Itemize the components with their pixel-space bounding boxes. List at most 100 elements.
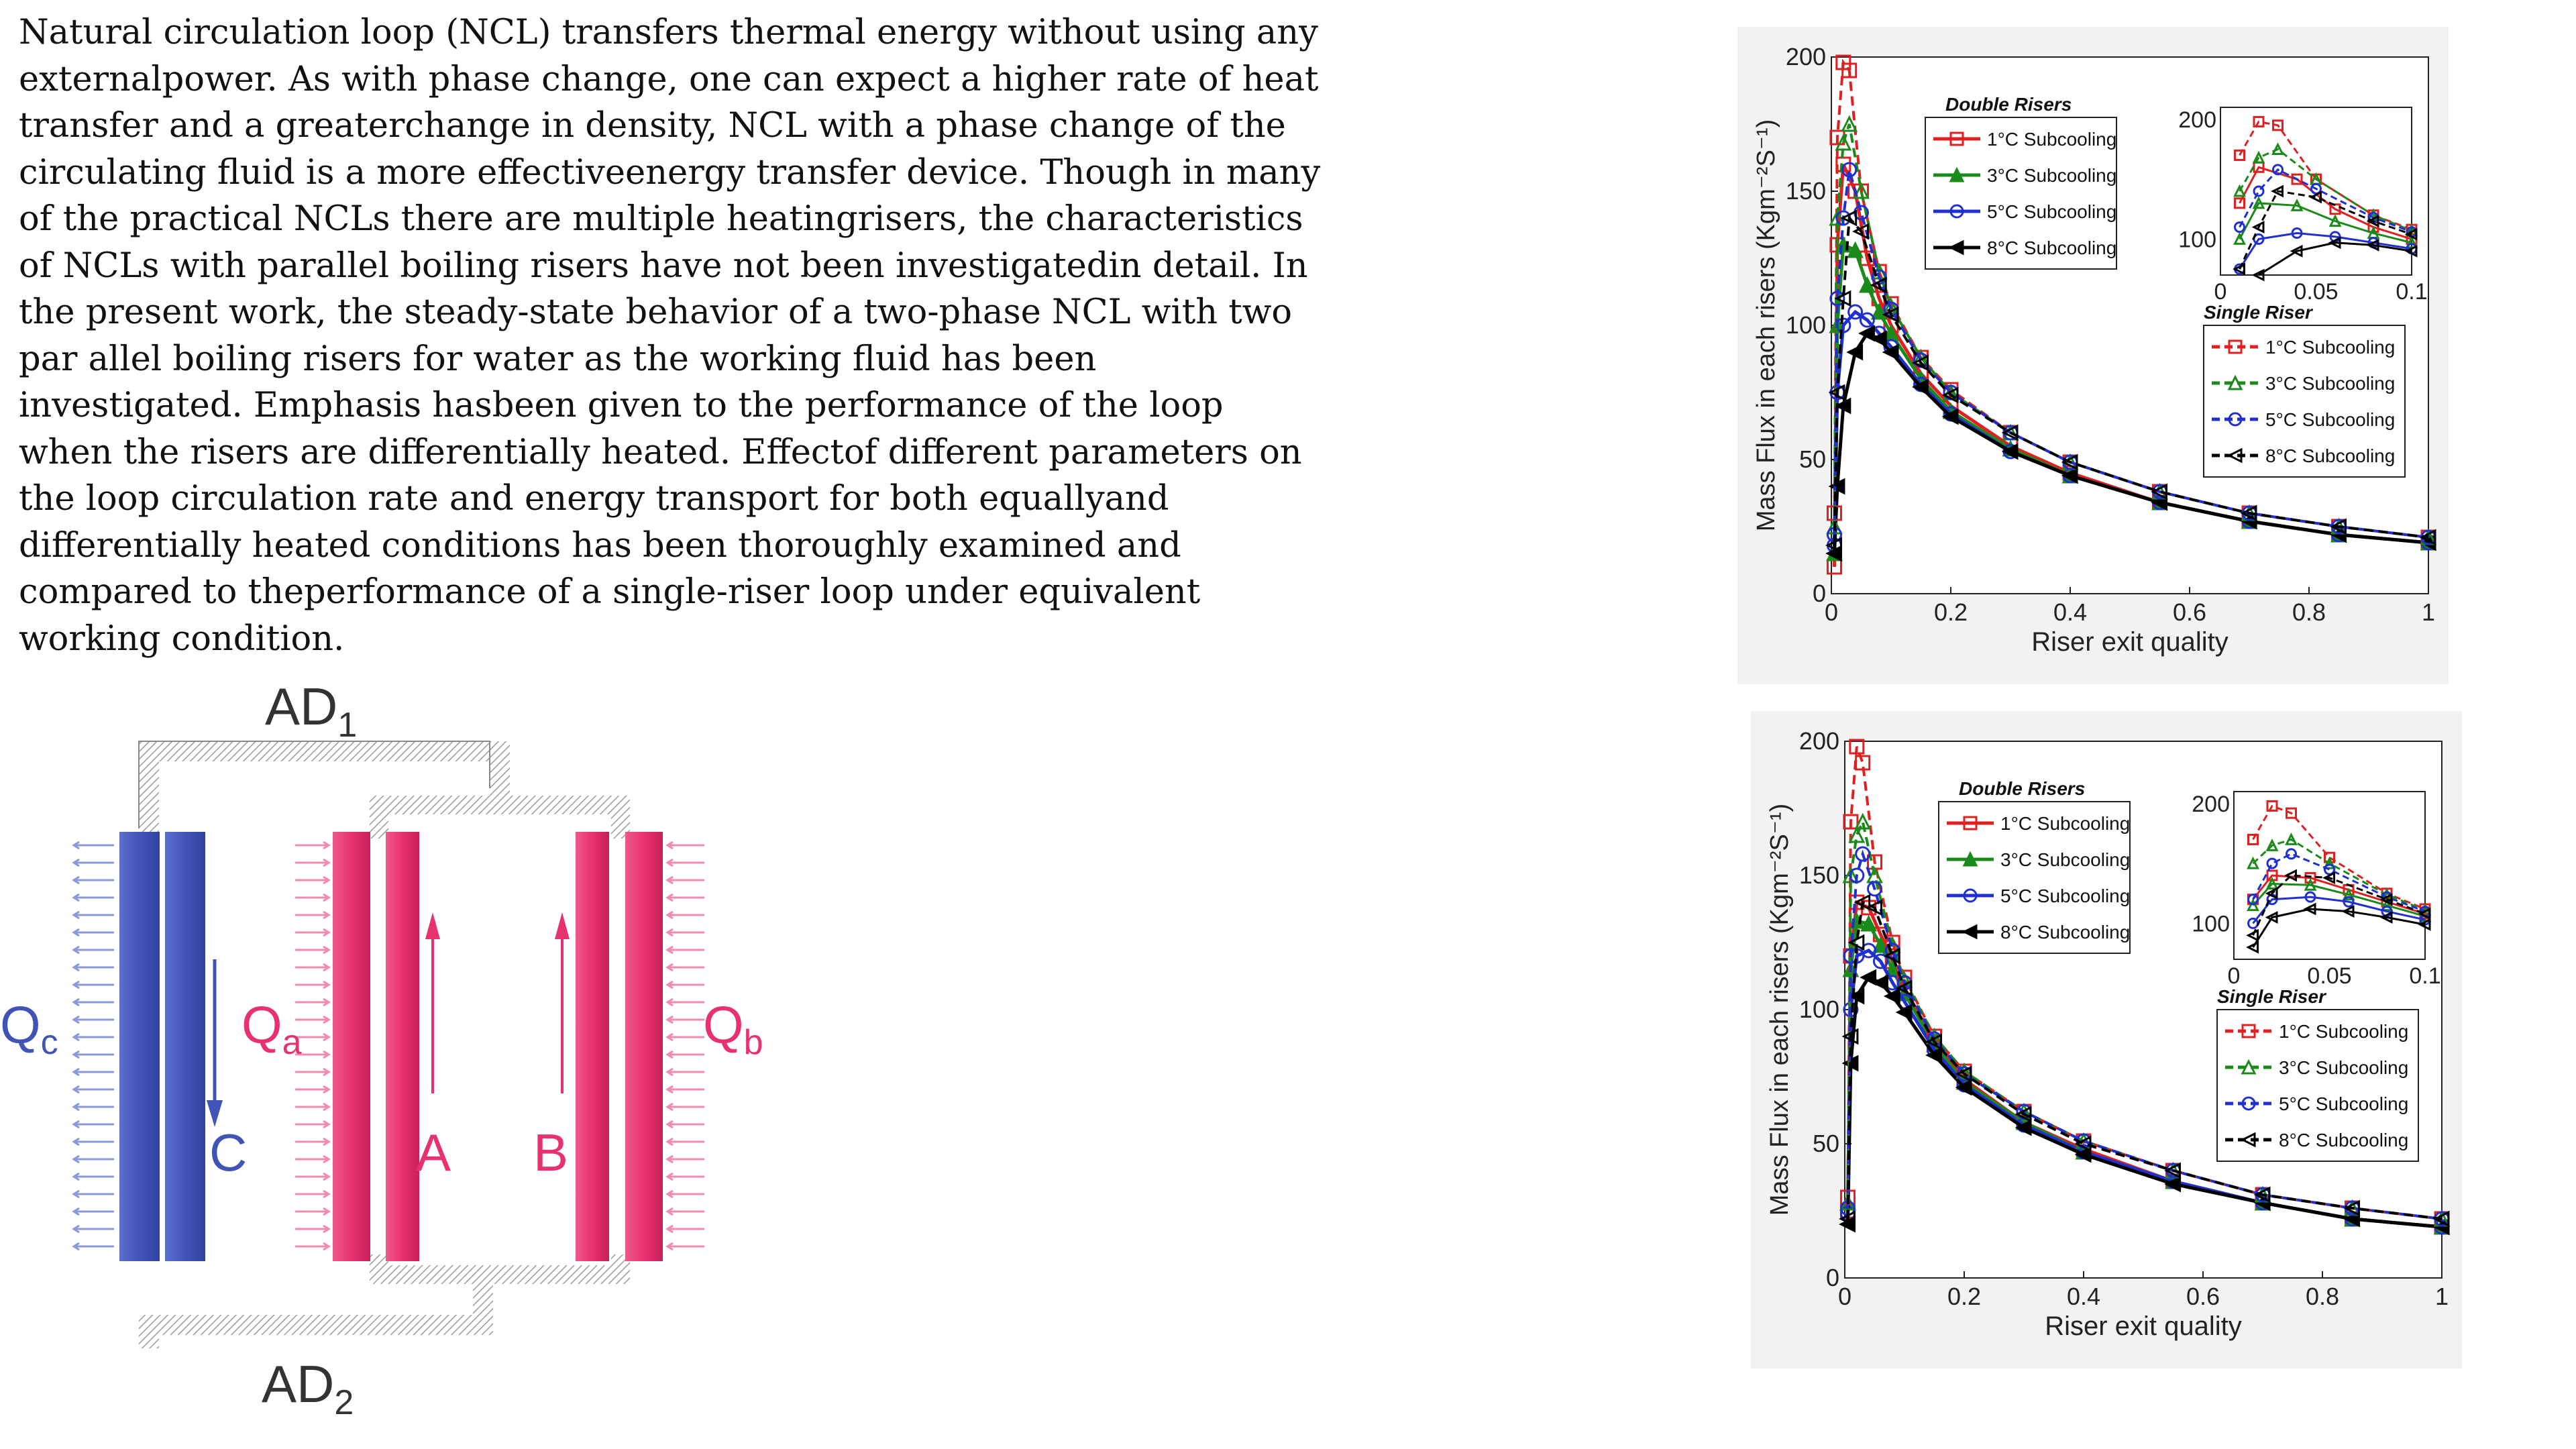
data-point xyxy=(2271,184,2284,198)
x-tick-label: 0.2 xyxy=(1947,1283,1981,1310)
data-point xyxy=(2265,877,2279,890)
series-single-7 xyxy=(1839,894,2450,1228)
data-point xyxy=(2240,504,2257,522)
data-point xyxy=(1855,846,1871,862)
data-point xyxy=(2303,902,2316,916)
data-point xyxy=(1861,943,1877,959)
loop-diagram: AD1 AD2 Qc C Qa Qb A B xyxy=(0,678,763,1422)
heat-arrow-head xyxy=(72,928,80,937)
inner-pipe xyxy=(370,796,630,1284)
inset-series-line xyxy=(2252,908,2426,948)
data-point xyxy=(2240,1132,2256,1148)
abstract-line: the present work, the steady-state behav… xyxy=(19,292,1293,332)
heat-arrow-head xyxy=(323,928,331,937)
data-point xyxy=(2241,1059,2257,1075)
data-point xyxy=(2286,848,2297,860)
data-point xyxy=(1841,1028,1859,1045)
data-point xyxy=(1948,239,1964,256)
heat-arrow-head xyxy=(72,998,80,1007)
inset-series-line xyxy=(2239,202,2412,244)
abstract-line: differentially heated conditions has bee… xyxy=(19,525,1181,566)
data-point xyxy=(2290,199,2304,211)
heat-arrow-head xyxy=(323,1067,331,1077)
data-point xyxy=(1870,330,1887,347)
heat-arrow-head xyxy=(665,1032,674,1042)
data-point xyxy=(2251,221,2265,233)
data-point xyxy=(2404,244,2418,258)
y-tick-label: 150 xyxy=(1786,177,1826,205)
data-point xyxy=(1834,290,1851,307)
legend-title: Single Riser xyxy=(2204,302,2314,323)
data-point xyxy=(2253,185,2265,197)
data-point xyxy=(1847,987,1865,1005)
outer-pipe xyxy=(138,741,510,1348)
data-point xyxy=(1872,936,1889,953)
data-point xyxy=(1882,343,1899,361)
data-point xyxy=(2001,443,2019,460)
data-point xyxy=(2379,911,2393,924)
legend-label: 5°C Subcooling xyxy=(2279,1093,2408,1114)
y-axis-label: Mass Flux in each risers (Kgm⁻²S⁻¹) xyxy=(1752,119,1780,531)
data-point xyxy=(1847,934,1865,951)
heat-arrow-head xyxy=(72,1137,80,1146)
data-point xyxy=(1895,1004,1913,1021)
heat-arrow-head xyxy=(665,1207,674,1216)
y-axis-label: Mass Flux in each risers (Kgm⁻²S⁻¹) xyxy=(1766,804,1794,1216)
heat-arrow-head xyxy=(323,980,331,989)
x-tick-label: 0 xyxy=(1825,598,1838,626)
data-point xyxy=(1840,209,1858,227)
y-tick-label: 150 xyxy=(1799,861,1839,889)
data-point xyxy=(2343,896,2355,908)
heat-arrow-head xyxy=(72,1085,80,1094)
y-tick-label: 0 xyxy=(1826,1264,1839,1291)
data-point xyxy=(2291,173,2303,185)
data-point xyxy=(2234,221,2245,233)
heat-arrow-head xyxy=(323,1189,331,1199)
heat-arrow-head xyxy=(72,1242,80,1251)
data-point xyxy=(2284,869,2297,882)
heat-arrow-head xyxy=(323,1207,331,1216)
legend-double: Double Risers 1°C Subcooling 3°C Subcoolin… xyxy=(1925,94,2117,270)
heat-arrow-head xyxy=(323,1155,331,1164)
inset-x-tick-label: 0 xyxy=(2214,279,2227,305)
heat-arrow-head xyxy=(72,1015,80,1024)
inset-series-line xyxy=(2252,804,2426,910)
heat-arrow-head xyxy=(323,1032,331,1042)
inset-y-tick-label: 100 xyxy=(2178,227,2216,252)
data-point xyxy=(2265,911,2278,924)
data-point xyxy=(2233,262,2245,276)
heater-b xyxy=(555,832,663,1261)
y-tick-label: 100 xyxy=(1786,311,1826,339)
data-point xyxy=(1949,204,1964,219)
heat-arrow-head xyxy=(72,1067,80,1077)
heat-arrow-head xyxy=(72,858,80,867)
data-point xyxy=(2252,150,2265,164)
series-line xyxy=(1846,900,2443,1220)
data-point xyxy=(1949,131,1964,146)
heat-arrow-head xyxy=(665,1137,674,1146)
data-point xyxy=(1860,969,1877,986)
legend-title: Double Risers xyxy=(1959,778,2085,799)
abstract-line: compared to theperformance of a single-r… xyxy=(19,572,1201,612)
inset-y-tick-label: 200 xyxy=(2178,107,2216,133)
abstract-line: of NCLs with parallel boiling risers hav… xyxy=(19,246,1308,286)
abstract-text: Natural circulation loop (NCL) transfers… xyxy=(19,9,1401,662)
data-point xyxy=(1883,987,1900,1005)
series-line xyxy=(1833,215,2429,546)
ad1-label: AD1 xyxy=(265,678,357,745)
inset-series-line xyxy=(2239,190,2412,270)
data-point xyxy=(2233,232,2246,245)
data-point xyxy=(1955,1079,1972,1096)
heat-arrow-head xyxy=(323,841,331,850)
data-point xyxy=(2341,905,2355,918)
qc-heat-out-arrows xyxy=(72,841,114,1251)
heat-arrow-head xyxy=(665,998,674,1007)
heat-arrow-head xyxy=(665,1155,674,1164)
data-point xyxy=(1848,826,1866,843)
qc-label: Qc xyxy=(0,996,58,1062)
heat-arrow-head xyxy=(323,1085,331,1094)
data-point xyxy=(2304,877,2317,891)
mass-flux-chart-bottom: 0 0.2 0.4 0.6 0.8 1 0 50 100 150 200 Riser exit qua… xyxy=(1751,711,2462,1368)
heat-arrow-head xyxy=(72,945,80,955)
data-point xyxy=(1841,62,1858,78)
